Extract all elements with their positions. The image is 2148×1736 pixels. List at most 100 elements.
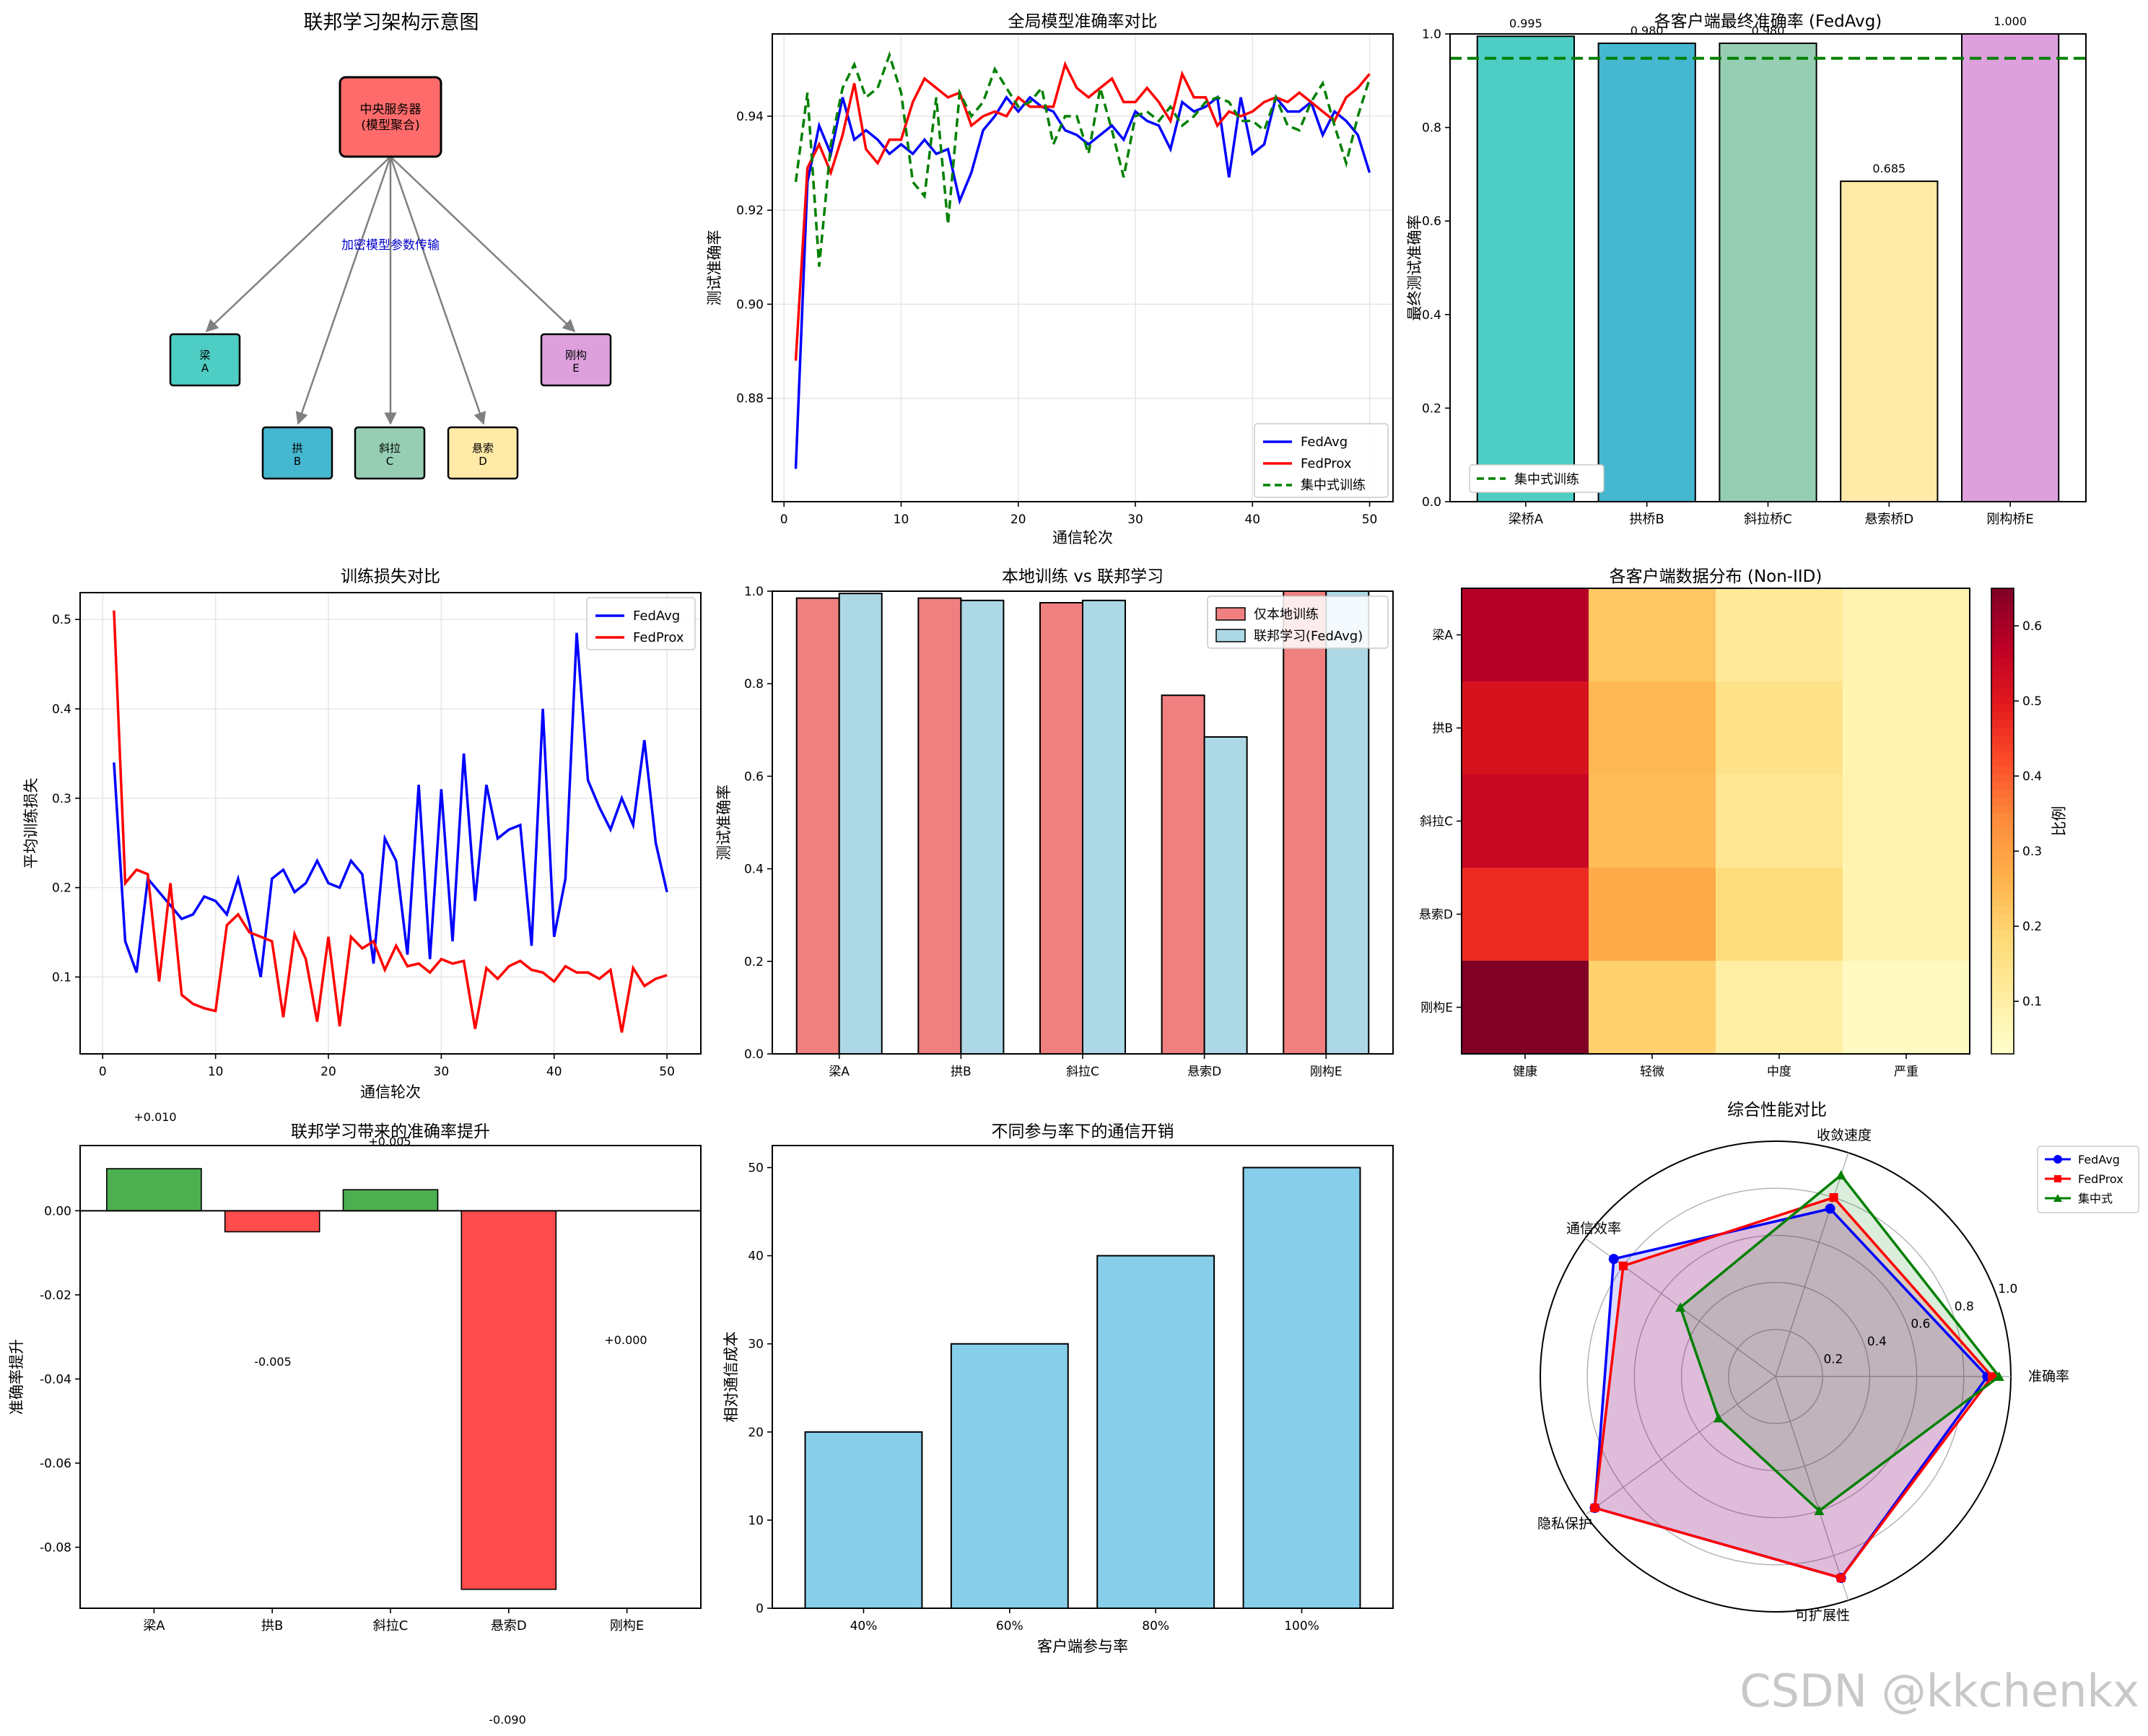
client-node bbox=[261, 426, 333, 480]
colorbar-segment bbox=[1991, 922, 2014, 930]
client-label-line2: B bbox=[294, 455, 301, 468]
y-tick-label: 0.3 bbox=[52, 792, 71, 806]
colorbar-segment bbox=[1991, 666, 2014, 674]
chart-title: 全局模型准确率对比 bbox=[1008, 12, 1158, 31]
colorbar-segment bbox=[1991, 999, 2014, 1008]
colorbar-segment bbox=[1991, 743, 2014, 752]
heatmap-cell bbox=[1589, 961, 1716, 1055]
communication-cost-chart: 40% 60% 80% 100% 0 10 20 30 40 50 不同参与率下的通信开销客户端参与… bbox=[722, 1122, 1394, 1655]
heatmap-cell bbox=[1716, 588, 1843, 682]
client-node bbox=[540, 333, 612, 387]
legend-box bbox=[2037, 1146, 2139, 1213]
x-tick-label: 10 bbox=[208, 1065, 224, 1079]
y-axis-label: 平均训练损失 bbox=[22, 778, 40, 869]
server-label-line2: (模型聚合) bbox=[361, 118, 419, 133]
heatmap-cell bbox=[1589, 588, 1716, 682]
colorbar-segment bbox=[1991, 689, 2014, 698]
y-tick-label: 梁A bbox=[1432, 629, 1453, 643]
bar bbox=[1161, 694, 1205, 1055]
y-tick-label: 悬索D bbox=[1419, 908, 1453, 922]
bar bbox=[1840, 180, 1939, 502]
y-tick-label: 10 bbox=[748, 1514, 764, 1528]
y-tick-label: 0.1 bbox=[52, 971, 71, 985]
colorbar-segment bbox=[1991, 728, 2014, 736]
heatmap-cell bbox=[1716, 775, 1843, 868]
bar bbox=[342, 1189, 439, 1212]
colorbar-segment bbox=[1991, 603, 2014, 612]
legend-label: 仅本地训练 bbox=[1254, 607, 1319, 622]
x-tick-label: 40 bbox=[546, 1065, 562, 1079]
heatmap-cell bbox=[1716, 681, 1843, 775]
bar bbox=[838, 593, 883, 1055]
series-marker bbox=[1590, 1504, 1599, 1513]
colorbar-segment bbox=[1991, 1046, 2014, 1055]
bar bbox=[460, 1210, 557, 1590]
colorbar-segment bbox=[1991, 829, 2014, 837]
bar bbox=[1325, 590, 1370, 1055]
colorbar-segment bbox=[1991, 906, 2014, 915]
y-tick-label: 20 bbox=[748, 1426, 764, 1440]
bar-value-label: -0.090 bbox=[489, 1713, 526, 1727]
arrow-to-client-b bbox=[295, 156, 392, 425]
bar-value-label: 0.995 bbox=[1509, 17, 1542, 30]
colorbar-segment bbox=[1991, 1007, 2014, 1016]
colorbar-segment bbox=[1991, 883, 2014, 891]
colorbar-segment bbox=[1991, 611, 2014, 620]
y-tick-label: 1.0 bbox=[744, 585, 764, 599]
x-tick-label: 20 bbox=[1010, 512, 1026, 527]
radar-axis-label: 通信效率 bbox=[1566, 1221, 1621, 1236]
colorbar-segment bbox=[1991, 767, 2014, 775]
watermark: CSDN @kkchenkx bbox=[1739, 1665, 2139, 1717]
client-label-line1: 斜拉 bbox=[379, 442, 401, 455]
radar-r-tick-label: 0.8 bbox=[1955, 1299, 1974, 1314]
x-axis-label: 客户端参与率 bbox=[1037, 1638, 1128, 1655]
chart-title: 综合性能对比 bbox=[1727, 1101, 1827, 1120]
bar bbox=[1597, 42, 1696, 502]
y-axis-label: 比例 bbox=[2051, 806, 2068, 837]
series-marker bbox=[1829, 1192, 1838, 1202]
client-label-line2: C bbox=[386, 455, 393, 468]
y-tick-label: 30 bbox=[748, 1338, 764, 1352]
x-tick-label: 拱B bbox=[951, 1065, 972, 1079]
legend-label: FedAvg bbox=[1301, 435, 1348, 450]
client-node bbox=[447, 426, 519, 480]
series-marker bbox=[1825, 1203, 1835, 1214]
bar bbox=[1203, 736, 1248, 1055]
x-tick-label: 60% bbox=[996, 1619, 1023, 1634]
x-tick-label: 40 bbox=[1244, 512, 1260, 527]
series-line bbox=[113, 610, 668, 1033]
axes-frame bbox=[1449, 33, 2087, 502]
arrow-to-client-a bbox=[205, 156, 391, 333]
x-tick-label: 30 bbox=[1127, 512, 1143, 527]
heatmap-cell bbox=[1462, 868, 1589, 961]
series-marker bbox=[2054, 1175, 2061, 1182]
colorbar-segment bbox=[1991, 720, 2014, 729]
y-tick-label: 1.0 bbox=[1422, 27, 1441, 42]
colorbar-segment bbox=[1991, 673, 2014, 682]
x-tick-label: 斜拉C bbox=[373, 1618, 409, 1634]
legend-label: FedProx bbox=[2078, 1172, 2123, 1186]
colorbar-segment bbox=[1991, 930, 2014, 938]
colorbar-tick-label: 0.3 bbox=[2022, 845, 2042, 859]
colorbar-segment bbox=[1991, 968, 2014, 977]
heatmap-cell bbox=[1589, 775, 1716, 868]
colorbar-tick-label: 0.1 bbox=[2022, 995, 2042, 1009]
legend-box bbox=[1469, 464, 1605, 493]
x-tick-label: 0 bbox=[99, 1065, 107, 1079]
legend-box bbox=[1207, 596, 1389, 649]
heatmap-cell bbox=[1716, 961, 1843, 1055]
y-tick-label: 0.92 bbox=[736, 204, 764, 218]
colorbar-segment bbox=[1991, 992, 2014, 1000]
colorbar-segment bbox=[1991, 588, 2014, 597]
colorbar-segment bbox=[1991, 759, 2014, 767]
legend-swatch bbox=[1215, 629, 1246, 642]
colorbar-tick-label: 0.2 bbox=[2022, 920, 2042, 934]
x-tick-label: 梁A bbox=[143, 1618, 165, 1634]
bar bbox=[1476, 35, 1576, 503]
y-tick-label: 0.5 bbox=[52, 613, 71, 627]
colorbar-segment bbox=[1991, 736, 2014, 744]
arrow-to-client-d bbox=[389, 156, 486, 425]
global-accuracy-chart: 0.88 0.90 0.92 0.94 0 10 20 30 40 50 全局模型准确率对比通信轮次… bbox=[706, 12, 1394, 546]
legend-swatch bbox=[1215, 607, 1246, 621]
